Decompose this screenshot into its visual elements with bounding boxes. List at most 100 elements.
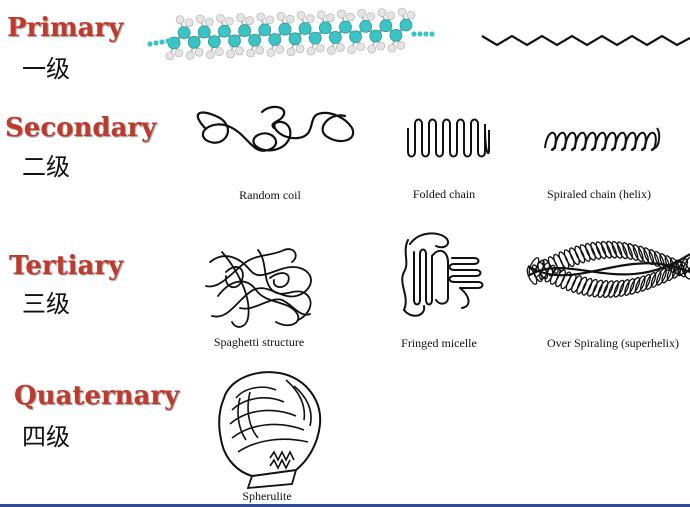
bottom-rule (0, 504, 690, 507)
chain-continuation-dot (147, 41, 153, 47)
spaghetti-structure-caption: Spaghetti structure (213, 335, 305, 349)
secondary-heading: Secondary (5, 113, 157, 143)
spiraled-chain-caption: Spiraled chain (helix) (547, 187, 651, 201)
hydrogen-atom (397, 7, 407, 17)
carbon-atom (207, 35, 221, 49)
hydrogen-atom (215, 47, 224, 56)
hydrogen-atom (256, 12, 266, 22)
hydrogen-atom (337, 9, 346, 19)
hydrogen-atom (236, 13, 245, 22)
hydrogen-atom (255, 45, 264, 55)
carbon-atom (177, 26, 191, 40)
hydrogen-atom (305, 14, 315, 23)
hydrogen-atom (185, 51, 195, 60)
superhelix-drawing (526, 240, 690, 299)
hydrogen-atom (376, 41, 386, 51)
hydrogen-atom (386, 11, 396, 20)
chain-continuation-dot (429, 31, 435, 37)
hydrogen-atom (246, 48, 255, 58)
carbon-atom (268, 33, 282, 46)
zigzag-chain (481, 34, 690, 47)
chain-continuation-dot (423, 31, 429, 37)
tertiary-chinese-label: 三级 (22, 290, 70, 318)
chain-continuation-dot (417, 31, 423, 37)
hydrogen-atom (387, 44, 397, 53)
over-spiraling-caption: Over Spiraling (superhelix) (547, 336, 679, 350)
hydrogen-atom (346, 12, 355, 22)
folded-chain-caption: Folded chain (412, 187, 476, 201)
hydrogen-atom (336, 43, 345, 52)
hydrogen-atom (315, 43, 325, 53)
chain-continuation-dot (411, 31, 417, 37)
carbon-atom (228, 34, 241, 48)
carbon-atom (238, 24, 252, 37)
carbon-atom (328, 31, 342, 44)
hydrogen-atom (286, 47, 296, 57)
carbon-atom (318, 21, 332, 35)
carbon-atom (298, 22, 312, 35)
hydrogen-atom (366, 12, 375, 21)
hydrogen-atom (295, 44, 305, 54)
hydrogen-atom (265, 15, 275, 25)
hydrogen-atom (347, 45, 356, 55)
hydrogen-atom (174, 48, 184, 58)
hydrogen-atom (245, 16, 254, 25)
carbon-atom (278, 22, 292, 36)
hydrogen-atom (357, 9, 366, 18)
carbon-atom (197, 25, 211, 39)
hydrogen-atom (194, 48, 204, 57)
carbon-atom (308, 31, 322, 45)
carbon-atom (389, 28, 403, 42)
quaternary-heading: Quaternary (14, 381, 180, 411)
hydrogen-atom (195, 14, 205, 24)
primary-heading: Primary (7, 13, 124, 43)
hydrogen-atom (377, 8, 387, 17)
hydrogen-atom (165, 51, 175, 61)
hydrogen-atom (296, 11, 306, 20)
spherulite-drawing (218, 371, 322, 490)
hydrogen-atom (396, 41, 406, 50)
fringed-micelle-drawing (401, 232, 484, 317)
hydrogen-atom (317, 10, 326, 20)
spaghetti-structure-drawing (205, 248, 312, 328)
hydrogen-atom (266, 48, 276, 57)
random-coil-drawing (196, 105, 355, 152)
random-coil-caption: Random coil (239, 188, 301, 202)
carbon-atom (399, 18, 413, 32)
hydrogen-atom (306, 46, 316, 56)
fringed-micelle-caption: Fringed micelle (401, 336, 477, 350)
carbon-atom (349, 30, 362, 44)
hydrogen-atom (216, 13, 225, 23)
carbon-atom (379, 19, 393, 33)
carbon-atom (218, 24, 231, 38)
chain-continuation-dot (159, 39, 165, 45)
hydrogen-atom (226, 49, 235, 59)
carbon-atom (248, 33, 262, 47)
hydrogen-atom (276, 11, 286, 21)
hydrogen-atom (406, 10, 416, 20)
hydrogen-atom (367, 44, 377, 54)
ball-and-stick-chain (147, 7, 435, 61)
hydrogen-atom (206, 50, 215, 59)
chain-continuation-dot (153, 40, 159, 46)
chain-continuation-dot (165, 38, 171, 44)
hydrogen-atom (285, 14, 295, 24)
carbon-atom (288, 32, 302, 46)
carbon-atom (258, 23, 272, 37)
carbon-atom (339, 20, 352, 34)
carbon-atom (187, 35, 201, 49)
folded-chain-drawing (407, 118, 490, 158)
carbon-atom (369, 29, 383, 43)
primary-chinese-label: 一级 (22, 55, 70, 83)
spherulite-caption: Spherulite (242, 489, 292, 503)
carbon-atom (359, 19, 373, 33)
tertiary-heading: Tertiary (9, 251, 124, 281)
hydrogen-atom (356, 42, 365, 52)
hydrogen-atom (326, 13, 335, 23)
quaternary-chinese-label: 四级 (22, 423, 70, 451)
helix-drawing (544, 127, 661, 151)
hydrogen-atom (275, 45, 285, 54)
hydrogen-atom (235, 46, 244, 56)
